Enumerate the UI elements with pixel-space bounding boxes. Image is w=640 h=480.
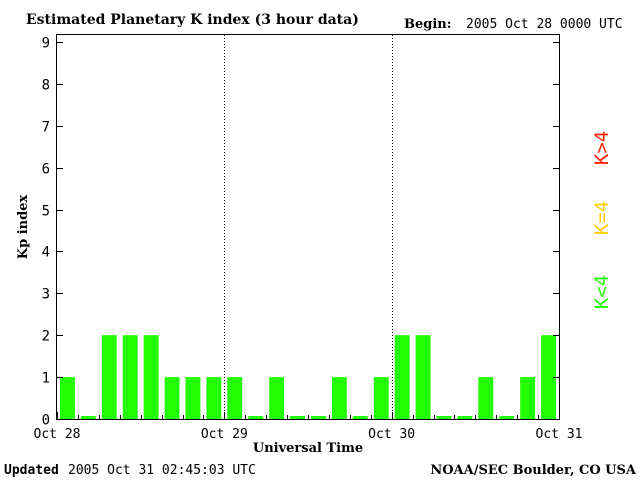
x-tick-label: Oct 28 xyxy=(34,427,81,442)
y-tick-label: 8 xyxy=(42,78,50,94)
x-tick-label: Oct 29 xyxy=(201,427,248,442)
legend-k-equal-4: K=4 xyxy=(591,201,613,235)
y-tick-label: 2 xyxy=(42,329,50,345)
y-tick-label: 3 xyxy=(42,287,50,303)
kp-bar xyxy=(331,377,347,419)
bars-group xyxy=(60,335,556,419)
kp-bar xyxy=(122,335,138,419)
kp-bar xyxy=(206,377,222,419)
plot-frame xyxy=(56,34,560,420)
source-credit: NOAA/SEC Boulder, CO USA xyxy=(430,463,637,478)
y-axis-ticks: 0 1 2 3 4 5 6 7 8 9 xyxy=(42,36,559,429)
kp-bar xyxy=(290,416,305,419)
kp-bar xyxy=(541,335,556,419)
kp-bar xyxy=(499,416,515,419)
begin-value: 2005 Oct 28 0000 UTC xyxy=(466,17,623,32)
kp-bar xyxy=(269,377,285,419)
legend-k-less-4: K<4 xyxy=(591,275,613,309)
kp-bar xyxy=(248,416,264,419)
kp-bar xyxy=(394,335,410,419)
begin-label: Begin: xyxy=(404,17,452,32)
y-tick-label: 6 xyxy=(42,162,50,178)
y-tick-label: 7 xyxy=(42,120,50,136)
y-tick-label: 5 xyxy=(42,204,50,220)
kp-bar xyxy=(373,377,389,419)
kp-bar xyxy=(101,335,117,419)
updated-value: 2005 Oct 31 02:45:03 UTC xyxy=(68,463,256,478)
updated-label: Updated xyxy=(4,463,59,478)
y-tick-label: 1 xyxy=(42,371,50,387)
kp-bar xyxy=(311,416,326,419)
kp-bar xyxy=(478,377,494,419)
kp-bar xyxy=(415,335,431,419)
kp-bar xyxy=(227,377,243,419)
kp-bar xyxy=(143,335,159,419)
y-axis-label: Kp index xyxy=(16,195,31,260)
x-axis-label: Universal Time xyxy=(253,441,363,456)
kp-bar xyxy=(520,377,536,419)
chart-title: Estimated Planetary K index (3 hour data… xyxy=(26,12,359,28)
kp-bar xyxy=(352,416,368,419)
kp-bar xyxy=(80,416,96,419)
y-tick-label: 9 xyxy=(42,36,50,52)
kp-bar xyxy=(60,377,75,419)
legend-k-greater-4: K>4 xyxy=(591,131,613,165)
kp-bar xyxy=(185,377,201,419)
y-tick-label: 4 xyxy=(42,245,50,261)
kp-bar xyxy=(457,416,473,419)
y-tick-label: 0 xyxy=(42,413,50,429)
day-separators xyxy=(224,35,393,419)
x-axis-ticks: Oct 28 Oct 29 Oct 30 Oct 31 xyxy=(34,412,583,442)
kp-bar xyxy=(164,377,180,419)
kp-bar xyxy=(436,416,452,419)
x-tick-label: Oct 30 xyxy=(368,427,415,442)
x-tick-label: Oct 31 xyxy=(536,427,583,442)
